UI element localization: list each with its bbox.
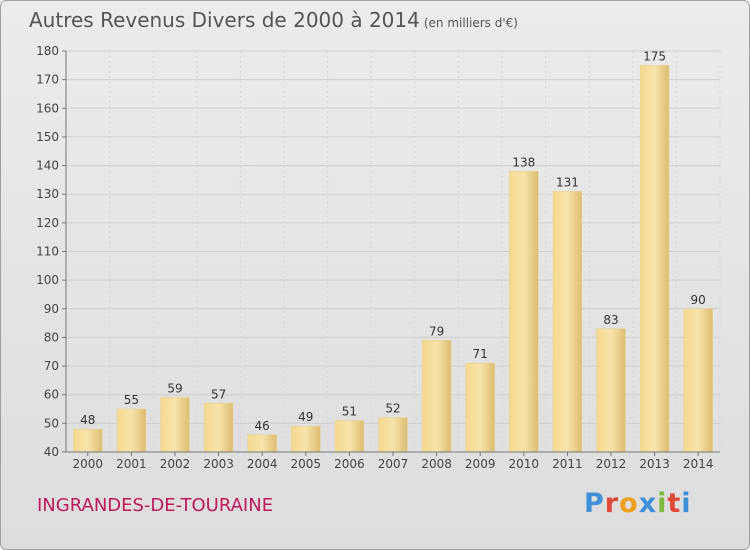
bar-2008	[421, 340, 452, 453]
bar-2010	[509, 171, 539, 453]
logo-letter: x	[638, 488, 658, 519]
bar-2007	[378, 417, 408, 453]
bar-2003	[203, 403, 234, 453]
bar-2006	[334, 420, 365, 453]
x-tick-label: 2006	[334, 457, 365, 471]
bar-2004	[247, 434, 277, 453]
x-tick-label: 2007	[378, 457, 409, 471]
data-label: 55	[124, 393, 139, 407]
logo-letter: o	[619, 488, 639, 519]
data-label: 83	[603, 313, 618, 327]
data-label: 51	[342, 404, 357, 418]
data-label: 71	[473, 347, 488, 361]
x-tick-label: 2014	[683, 457, 714, 471]
data-label: 175	[643, 49, 666, 63]
city-name: INGRANDES-DE-TOURAINE	[37, 495, 274, 516]
chart-title-block: Autres Revenus Divers de 2000 à 2014 (en …	[29, 8, 518, 32]
bar-2014	[683, 308, 713, 453]
y-tick-label: 100	[36, 273, 59, 287]
logo-letter: i	[657, 488, 668, 519]
y-tick-label: 140	[36, 159, 59, 173]
data-label: 59	[167, 382, 182, 396]
y-tick-label: 50	[44, 416, 59, 430]
bar-2012	[596, 328, 626, 453]
x-tick-label: 2013	[639, 457, 670, 471]
bar-2005	[291, 425, 321, 453]
bar-2002	[160, 397, 190, 453]
bars: 48 55 59 57 46 49 51 52 79 71 138 131 83 175 90	[73, 49, 713, 453]
proxiti-logo: Proxiti	[584, 488, 692, 519]
x-tick-label: 2010	[509, 457, 540, 471]
x-tick-label: 2001	[116, 457, 147, 471]
logo-letter: t	[667, 488, 682, 519]
bar-2013	[639, 65, 670, 453]
x-tick-label: 2008	[421, 457, 452, 471]
y-tick-label: 60	[44, 388, 59, 402]
x-tick-label: 2002	[160, 457, 191, 471]
data-label: 49	[298, 410, 313, 424]
bar-2011	[552, 191, 583, 453]
data-label: 52	[385, 402, 400, 416]
bar-2000	[73, 428, 103, 453]
bar-2009	[465, 362, 495, 453]
data-label: 48	[80, 413, 95, 427]
y-tick-label: 80	[44, 330, 59, 344]
y-tick-label: 90	[44, 302, 59, 316]
x-tick-label: 2000	[73, 457, 104, 471]
y-tick-label: 120	[36, 216, 59, 230]
data-label: 138	[512, 155, 535, 169]
data-label: 57	[211, 387, 226, 401]
data-label: 46	[255, 419, 270, 433]
chart-title: Autres Revenus Divers de 2000 à 2014	[29, 8, 420, 32]
bar-2001	[116, 408, 147, 453]
logo-letter: P	[584, 488, 605, 519]
data-label: 131	[556, 175, 579, 189]
x-tick-label: 2012	[596, 457, 627, 471]
y-tick-label: 170	[36, 73, 59, 87]
y-tick-label: 130	[36, 187, 59, 201]
y-tick-label: 110	[36, 245, 59, 259]
axes: 40 50 60 70 80 90 100 110 120 130 140 150 160 170 180 2…	[36, 44, 720, 471]
x-tick-label: 2011	[552, 457, 583, 471]
y-tick-label: 180	[36, 44, 59, 58]
x-tick-label: 2004	[247, 457, 278, 471]
data-label: 90	[691, 293, 706, 307]
y-tick-label: 150	[36, 130, 59, 144]
x-tick-label: 2009	[465, 457, 496, 471]
x-tick-label: 2005	[291, 457, 322, 471]
y-tick-label: 40	[44, 445, 59, 459]
data-label: 79	[429, 324, 444, 338]
x-tick-label: 2003	[203, 457, 234, 471]
logo-letter: i	[681, 488, 692, 519]
y-tick-label: 160	[36, 101, 59, 115]
chart-unit: (en milliers d'€)	[423, 16, 518, 30]
y-tick-label: 70	[44, 359, 59, 373]
logo-letter: r	[604, 488, 620, 519]
